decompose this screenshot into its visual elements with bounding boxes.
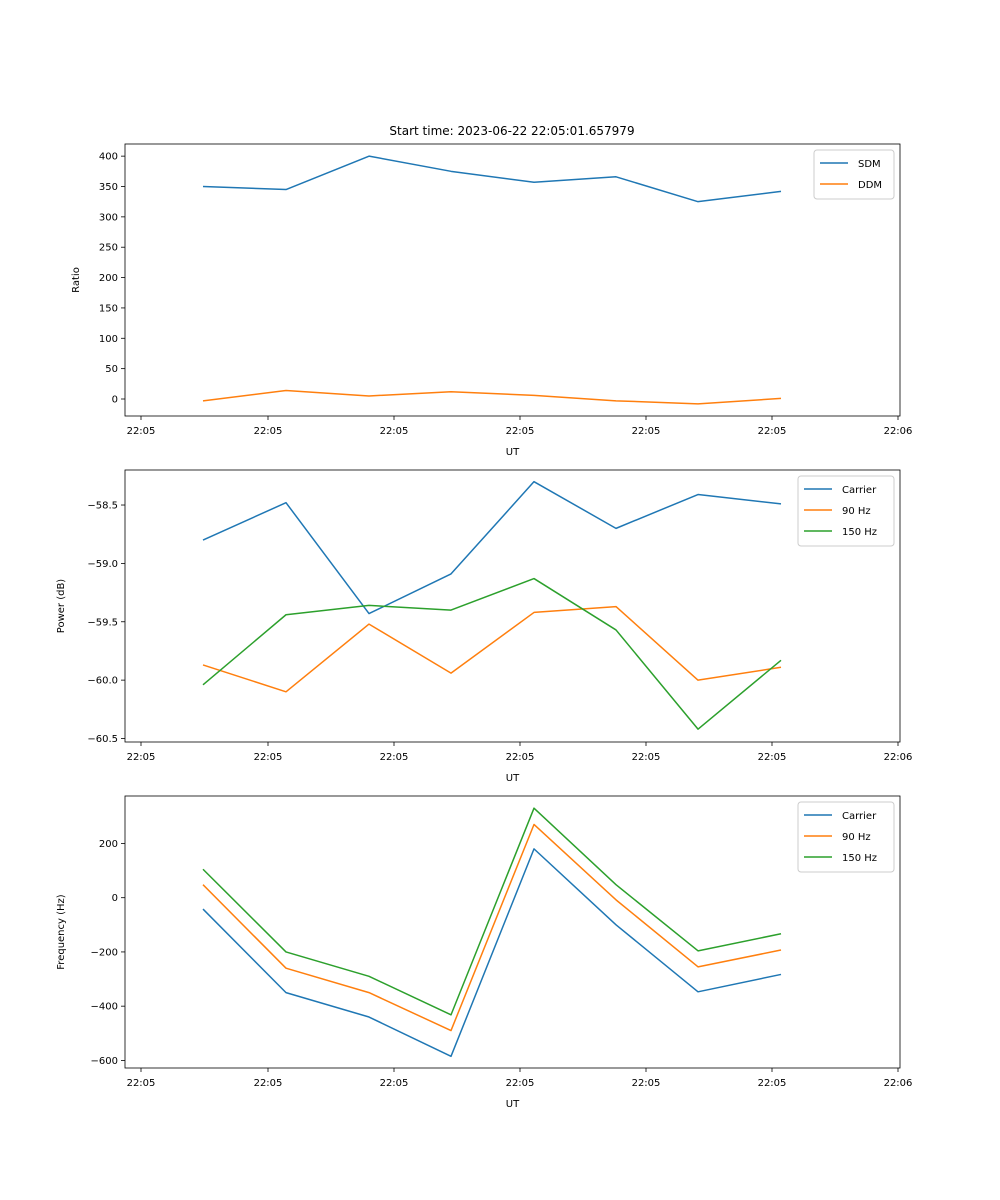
frequency-series-carrier-line xyxy=(202,848,782,1058)
power-x-tick-label: 22:06 xyxy=(884,752,913,763)
power-x-axis-label: UT xyxy=(506,773,520,784)
ratio-legend-label: SDM xyxy=(858,159,881,170)
power-x-tick-label: 22:05 xyxy=(254,752,283,763)
frequency-legend-label: Carrier xyxy=(842,811,877,822)
power-y-tick-label: −60.0 xyxy=(87,676,118,687)
frequency-series-150-hz-line xyxy=(202,807,782,1016)
ratio-legend-label: DDM xyxy=(858,180,882,191)
frequency-x-tick-label: 22:05 xyxy=(127,1078,156,1089)
power-legend-label: 150 Hz xyxy=(842,527,877,538)
ratio-x-tick-label: 22:05 xyxy=(127,426,156,437)
frequency-y-tick-label: 200 xyxy=(99,839,118,850)
frequency-y-tick-label: −600 xyxy=(91,1056,118,1067)
frequency-x-tick-label: 22:05 xyxy=(758,1078,787,1089)
power-y-tick-label: −59.5 xyxy=(87,617,118,628)
power-y-tick-label: −60.5 xyxy=(87,734,118,745)
frequency-legend-label: 90 Hz xyxy=(842,832,871,843)
ratio-x-tick-label: 22:05 xyxy=(632,426,661,437)
power-legend-box xyxy=(797,475,895,547)
ratio-y-tick-label: 250 xyxy=(99,243,118,254)
power-series-150-hz-line xyxy=(202,577,782,730)
power-y-tick-label: −58.5 xyxy=(87,501,118,512)
ratio-x-tick-label: 22:05 xyxy=(380,426,409,437)
ratio-y-tick-label: 400 xyxy=(99,152,118,163)
power-axes-frame xyxy=(124,469,901,743)
ratio-y-tick-label: 150 xyxy=(99,303,118,314)
ratio-axes-frame xyxy=(124,143,901,417)
frequency-legend: Carrier 90 Hz 150 Hz xyxy=(797,801,895,873)
power-y-axis-label: Power (dB) xyxy=(56,579,67,634)
power-y-tick-label: −59.0 xyxy=(87,559,118,570)
ratio-x-axis-label: UT xyxy=(506,447,520,458)
power-legend-label: 90 Hz xyxy=(842,506,871,517)
frequency-legend-box xyxy=(797,801,895,873)
power-x-tick-label: 22:05 xyxy=(380,752,409,763)
frequency-panel: 22:05 22:05 22:05 22:05 22:05 22:05 22:06 −600 −… xyxy=(56,795,913,1110)
frequency-axes-frame xyxy=(124,795,901,1069)
ratio-x-tick-label: 22:05 xyxy=(506,426,535,437)
ratio-y-tick-label: 350 xyxy=(99,182,118,193)
ratio-series-ddm-line xyxy=(202,389,782,405)
frequency-x-axis-label: UT xyxy=(506,1099,520,1110)
frequency-x-tick-label: 22:05 xyxy=(254,1078,283,1089)
power-panel: 22:05 22:05 22:05 22:05 22:05 22:05 22:06 −60.5… xyxy=(56,469,913,784)
power-x-tick-label: 22:05 xyxy=(127,752,156,763)
frequency-legend-label: 150 Hz xyxy=(842,853,877,864)
power-x-tick-label: 22:05 xyxy=(632,752,661,763)
ratio-legend: SDM DDM xyxy=(813,149,895,200)
ratio-y-tick-label: 200 xyxy=(99,273,118,284)
ratio-x-tick-label: 22:05 xyxy=(254,426,283,437)
ratio-x-tick-label: 22:06 xyxy=(884,426,913,437)
ratio-panel: 22:05 22:05 22:05 22:05 22:05 22:05 22:06 0 50 10… xyxy=(71,143,913,458)
frequency-series-90-hz-line xyxy=(202,823,782,1032)
ratio-y-tick-label: 0 xyxy=(112,395,118,406)
chart-title: Start time: 2023-06-22 22:05:01.657979 xyxy=(389,124,634,138)
ratio-y-tick-label: 300 xyxy=(99,212,118,223)
ratio-x-tick-label: 22:05 xyxy=(758,426,787,437)
power-series-carrier-line xyxy=(202,480,782,615)
frequency-y-tick-label: 0 xyxy=(112,893,118,904)
ratio-legend-box xyxy=(813,149,895,200)
frequency-x-tick-label: 22:05 xyxy=(632,1078,661,1089)
power-legend: Carrier 90 Hz 150 Hz xyxy=(797,475,895,547)
ratio-y-tick-label: 100 xyxy=(99,334,118,345)
power-series-90-hz-line xyxy=(202,605,782,693)
ratio-series-sdm-line xyxy=(202,155,782,203)
frequency-x-tick-label: 22:05 xyxy=(506,1078,535,1089)
frequency-x-tick-label: 22:05 xyxy=(380,1078,409,1089)
frequency-x-tick-label: 22:06 xyxy=(884,1078,913,1089)
ratio-y-axis-label: Ratio xyxy=(71,267,82,293)
power-x-tick-label: 22:05 xyxy=(758,752,787,763)
ratio-y-tick-label: 50 xyxy=(105,364,118,375)
power-legend-label: Carrier xyxy=(842,485,877,496)
frequency-y-tick-label: −400 xyxy=(91,1002,118,1013)
frequency-y-tick-label: −200 xyxy=(91,947,118,958)
power-x-tick-label: 22:05 xyxy=(506,752,535,763)
frequency-y-axis-label: Frequency (Hz) xyxy=(56,894,67,970)
